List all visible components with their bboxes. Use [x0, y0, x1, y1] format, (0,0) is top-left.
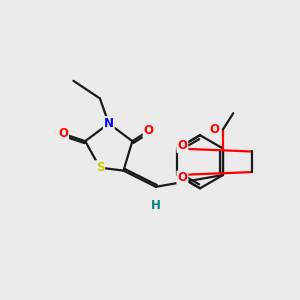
Text: O: O — [58, 127, 68, 140]
Text: O: O — [143, 124, 154, 137]
Text: N: N — [104, 117, 114, 130]
Text: O: O — [210, 123, 220, 136]
Text: O: O — [177, 139, 188, 152]
Text: H: H — [151, 200, 161, 212]
Text: O: O — [177, 172, 188, 184]
Text: S: S — [96, 161, 104, 174]
